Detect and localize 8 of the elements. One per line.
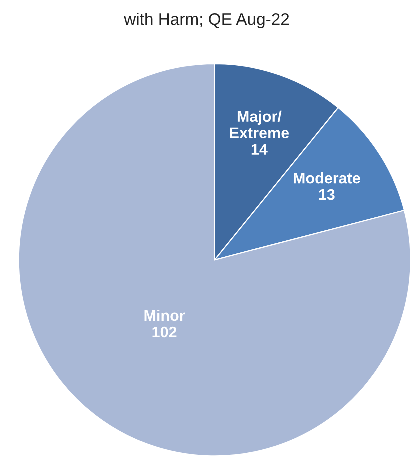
slice-label: Moderate [294, 172, 360, 184]
slice-label: Major/ Extreme [230, 110, 290, 139]
data-label: 14 [252, 144, 268, 155]
pie-slice [18, 63, 412, 457]
slice-label: Minor [144, 310, 186, 322]
data-label: 13 [319, 189, 335, 200]
data-label: 102 [152, 326, 177, 338]
chart-title: with Harm; QE Aug-22 [124, 13, 290, 29]
